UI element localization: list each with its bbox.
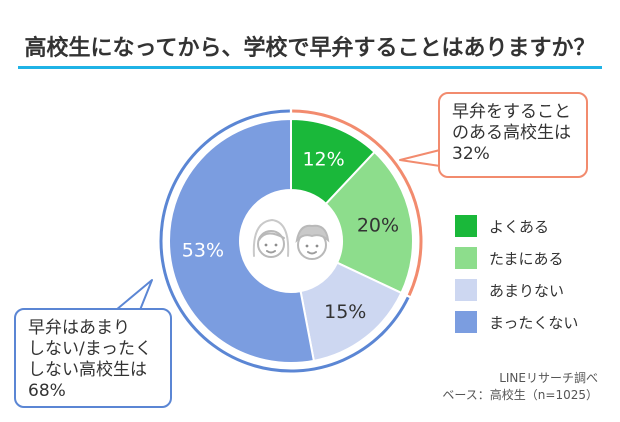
callout-yes: 早弁をすること のある高校生は 32% [438, 92, 588, 178]
ring-yes [292, 109, 423, 296]
legend: よくある たまにある あまりない まったくない [455, 215, 578, 343]
student-faces-icon [240, 190, 342, 292]
data-label-never: 53% [182, 239, 224, 261]
source-line-2: ベース：高校生（n=1025） [442, 388, 598, 402]
callout-no-line-4: 68% [28, 381, 66, 401]
callout-no-pointer [115, 279, 153, 311]
callout-no-line-1: 早弁はあまり [28, 318, 130, 338]
boy-face-icon [295, 224, 330, 260]
legend-swatch-sometimes [455, 247, 477, 269]
callout-yes-line-2: のある高校生は [452, 123, 571, 143]
callout-yes-pointer [399, 149, 441, 167]
legend-label-rarely: あまりない [489, 281, 565, 300]
legend-item-rarely: あまりない [455, 279, 578, 301]
ring-no [159, 109, 410, 373]
legend-swatch-often [455, 215, 477, 237]
legend-label-often: よくある [489, 217, 550, 236]
callout-no-line-3: しない高校生は [28, 360, 147, 380]
legend-swatch-never [455, 311, 477, 333]
callout-yes-line-3: 32% [452, 144, 490, 164]
legend-label-never: まったくない [489, 313, 579, 332]
data-label-often: 12% [302, 149, 344, 171]
legend-label-sometimes: たまにある [489, 249, 564, 268]
source-note: LINEリサーチ調べ ベース：高校生（n=1025） [442, 370, 598, 404]
callout-no: 早弁はあまり しない/まったく しない高校生は 68% [14, 308, 172, 408]
legend-item-often: よくある [455, 215, 578, 237]
chart-title: 高校生になってから、学校で早弁することはありますか？ [24, 36, 596, 61]
legend-item-never: まったくない [455, 311, 578, 333]
data-label-rarely: 15% [324, 301, 366, 323]
girl-face-icon [252, 218, 290, 258]
data-label-sometimes: 20% [357, 214, 399, 236]
callout-no-line-2: しない/まったく [28, 339, 153, 359]
callout-yes-line-1: 早弁をすること [452, 102, 571, 122]
legend-swatch-rarely [455, 279, 477, 301]
title-underline [18, 66, 602, 69]
legend-item-sometimes: たまにある [455, 247, 578, 269]
source-line-1: LINEリサーチ調べ [499, 371, 598, 385]
